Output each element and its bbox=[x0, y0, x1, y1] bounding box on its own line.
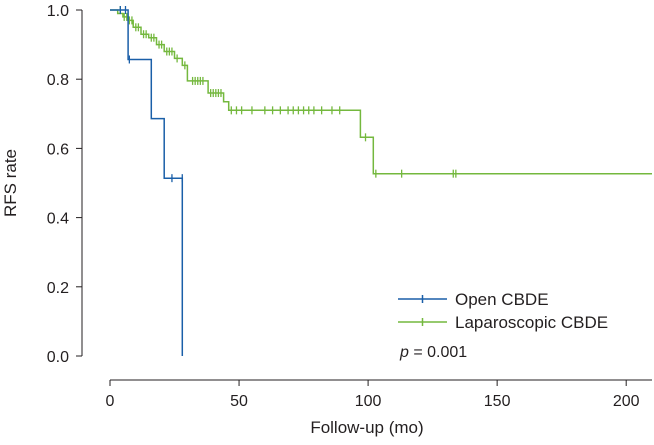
legend-label-open-cbde: Open CBDE bbox=[455, 290, 549, 309]
y-tick-label: 0.0 bbox=[47, 349, 69, 366]
y-axis-label: RFS rate bbox=[1, 149, 20, 217]
x-tick-label: 50 bbox=[230, 393, 248, 410]
p-value-text: = 0.001 bbox=[409, 344, 467, 361]
y-tick-label: 0.6 bbox=[47, 141, 69, 158]
x-tick-label: 0 bbox=[106, 393, 115, 410]
x-axis-label: Follow-up (mo) bbox=[310, 418, 423, 437]
p-value-annotation: p = 0.001 bbox=[399, 344, 467, 361]
y-ticks: 0.0 0.2 0.4 0.6 0.8 1.0 bbox=[47, 3, 82, 366]
y-tick-label: 1.0 bbox=[47, 3, 69, 20]
y-tick-label: 0.8 bbox=[47, 72, 69, 89]
p-value-italic: p bbox=[399, 344, 409, 361]
x-tick-label: 100 bbox=[355, 393, 382, 410]
series-line-laparoscopic-cbde bbox=[110, 9, 652, 175]
y-tick-label: 0.4 bbox=[47, 211, 69, 228]
series-line-open-cbde bbox=[110, 9, 184, 356]
x-ticks: 0 50 100 150 200 bbox=[106, 380, 640, 410]
legend-label-laparoscopic-cbde: Laparoscopic CBDE bbox=[455, 313, 608, 332]
series-layer bbox=[110, 6, 652, 356]
x-tick-label: 150 bbox=[484, 393, 511, 410]
series-laparoscopic-cbde bbox=[110, 6, 652, 178]
x-tick-label: 200 bbox=[613, 393, 640, 410]
legend: Open CBDE Laparoscopic CBDE p = 0.001 bbox=[398, 290, 608, 361]
y-tick-label: 0.2 bbox=[47, 280, 69, 297]
series-open-cbde bbox=[110, 6, 184, 356]
